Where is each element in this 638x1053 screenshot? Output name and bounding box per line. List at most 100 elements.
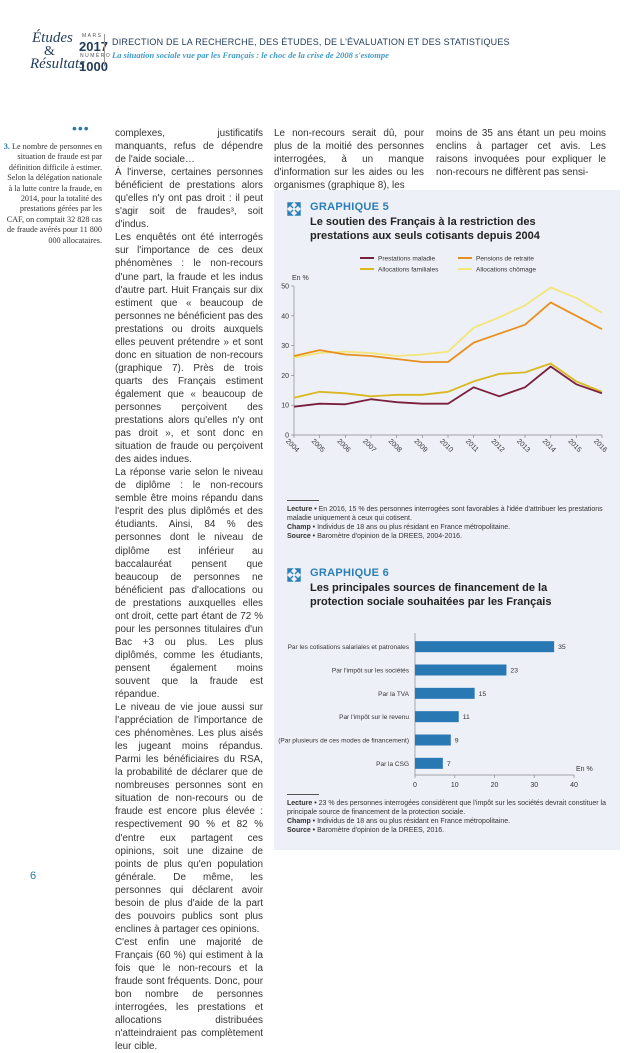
x-tick-label: 40 [570,782,578,789]
legend-label: Prestations maladie [378,256,435,263]
lecture-label: Lecture • [287,506,317,513]
issue-year: 2017 [79,39,108,54]
source-label: Source • [287,827,316,834]
expand-icon [287,202,301,216]
sidenote-dots: ••• [72,120,90,136]
category-label: (Par plusieurs de ces modes de financeme… [278,738,409,745]
body-column-2: Le non-recours serait dû, pour plus de l… [274,127,424,192]
paragraph: moins de 35 ans étant un peu moins encli… [436,128,606,179]
y-axis-label: En % [292,275,309,282]
sidenote-text: Le nombre de personnes en situation de f… [6,142,102,245]
lecture-label: Lecture • [287,800,317,807]
x-tick-label: 2014 [541,438,557,454]
graph6-notes: Lecture • 23 % des personnes interrogées… [287,799,612,835]
bar [415,711,459,723]
graph6-label: GRAPHIQUE 6 [310,567,390,579]
line-chart-graph5: Prestations maladie Pensions de retraite A… [281,256,608,454]
x-tick-label: 2006 [335,438,351,454]
graph5-source: Source • Baromètre d'opinion de la DREES… [287,532,612,541]
figure-panel: GRAPHIQUE 5 Le soutien des Français à la… [274,190,620,850]
bar [415,687,475,699]
x-tick-label: 2013 [515,438,531,454]
y-tick-label: 0 [285,433,289,440]
graph6-source: Source • Baromètre d'opinion de la DREES… [287,826,612,835]
graph5-title: Le soutien des Français à la restriction… [310,216,540,242]
x-tick-label: 30 [530,782,538,789]
paragraph: complexes, justificatifs manquants, refu… [115,128,263,166]
bar [415,757,443,769]
body-column-3: moins de 35 ans étant un peu moins encli… [436,127,606,179]
paragraph: La réponse varie selon le niveau de dipl… [115,467,263,701]
graph5-notes: Lecture • En 2016, 15 % des personnes in… [287,505,612,541]
champ-text: Individus de 18 ans ou plus résidant en … [315,524,511,531]
data-label: 23 [510,668,518,675]
graph6-lecture: Lecture • 23 % des personnes interrogées… [287,799,612,817]
category-label: Par la TVA [378,691,409,698]
x-tick-label: 2012 [489,438,505,454]
data-label: 9 [455,738,459,745]
x-tick-label: 2016 [592,438,608,454]
source-text: Baromètre d'opinion de la DREES, 2004-20… [315,533,463,540]
paragraph: Les enquêtés ont été interrogés sur l'im… [115,232,263,466]
sidenote: 3. Le nombre de personnes en situation d… [2,142,102,246]
x-tick-label: 2008 [387,438,403,454]
y-tick-label: 50 [281,284,289,291]
paragraph: C'est enfin une majorité de Français (60… [115,936,263,1053]
x-tick-label: 2007 [361,438,377,454]
paragraph: Le niveau de vie joue aussi sur l'appréc… [115,702,263,935]
series-line-allocations-ch-mage [293,286,603,359]
x-tick-label: 0 [413,782,417,789]
logo-resultats: Résultats [30,56,85,72]
category-label: Par l'impôt sur le revenu [339,714,409,721]
header-subtitle: La situation sociale vue par les Françai… [112,50,389,60]
x-tick-label: 2009 [412,438,428,454]
bar-chart-graph6: Par les cotisations salariales et patron… [278,633,593,789]
y-tick-label: 30 [281,343,289,350]
y-tick-label: 40 [281,313,289,320]
graph6-title: Les principales sources de financement d… [310,582,552,608]
series-line-pensions-de-retraite [293,301,603,363]
expand-icon [287,568,301,582]
champ-label: Champ • [287,524,316,531]
graph5-label: GRAPHIQUE 5 [310,201,390,213]
page-number: 6 [30,870,37,882]
champ-text: Individus de 18 ans ou plus résidant en … [315,818,511,825]
source-text: Baromètre d'opinion de la DREES, 2016. [315,827,445,834]
logo-etudes: Études [32,30,73,46]
sidenote-number: 3. [3,142,10,151]
issue-number-label: NUMÉRO [80,53,112,59]
data-label: 7 [447,761,451,768]
y-tick-label: 20 [281,373,289,380]
x-tick-label: 2005 [310,438,326,454]
issue-number: 1000 [79,59,108,74]
graph6-champ: Champ • Individus de 18 ans ou plus rési… [287,817,612,826]
series-line-allocations-familiales [293,362,603,399]
note-rule [287,794,319,795]
x-tick-label: 2004 [284,438,300,454]
x-tick-label: 10 [451,782,459,789]
legend-label: Allocations chômage [476,267,536,274]
data-label: 35 [558,644,566,651]
body-column-1: complexes, justificatifs manquants, refu… [115,127,263,1053]
header-direction: DIRECTION DE LA RECHERCHE, DES ÉTUDES, D… [112,37,510,47]
category-label: Par la CSG [376,761,409,768]
paragraph: Le non-recours serait dû, pour plus de l… [274,128,424,192]
legend-label: Allocations familiales [378,267,439,274]
category-label: Par les cotisations salariales et patron… [288,644,410,651]
category-label: Par l'impôt sur les sociétés [332,668,410,675]
champ-label: Champ • [287,818,316,825]
lecture-text: En 2016, 15 % des personnes interrogées … [287,506,603,522]
x-tick-label: 2015 [566,438,582,454]
bar [415,734,451,746]
source-label: Source • [287,533,316,540]
x-axis-label: En % [576,766,593,773]
legend-label: Pensions de retraite [476,256,534,263]
bar [415,641,555,653]
header-divider [104,34,105,66]
y-tick-label: 10 [281,403,289,410]
graph5-lecture: Lecture • En 2016, 15 % des personnes in… [287,505,612,523]
series-line-prestations-maladie [293,365,603,408]
data-label: 15 [479,691,487,698]
note-rule [287,500,319,501]
bar [415,664,507,676]
